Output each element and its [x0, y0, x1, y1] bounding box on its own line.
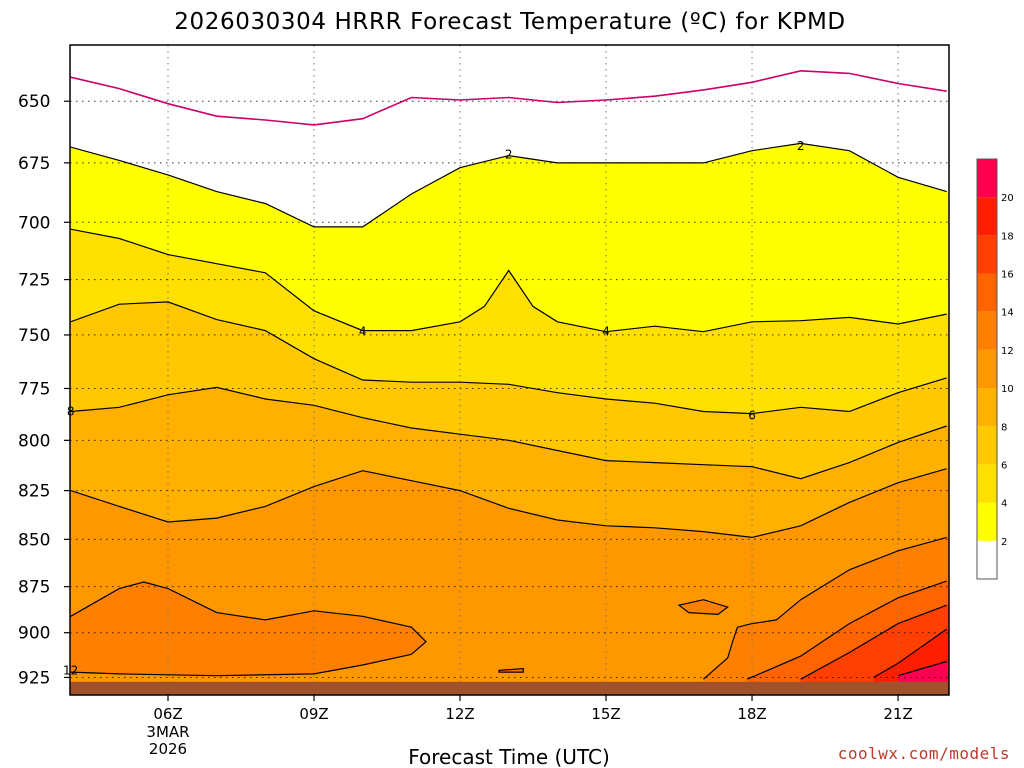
colorbar-swatch-0: [977, 540, 997, 579]
y-tick-label-650: 650: [18, 92, 50, 112]
colorbar-swatch-8: [977, 235, 997, 274]
contour-label-4-0: 4: [359, 325, 367, 339]
surface-band: [70, 681, 949, 695]
colorbar: 2 4 6 8 10 12 14 16 18 20: [976, 158, 1014, 580]
x-tick-label-12Z: 12Z: [445, 705, 474, 723]
y-tick-label-700: 700: [18, 213, 50, 233]
y-tick-label-750: 750: [18, 326, 50, 346]
x-tick-sublabel-3MAR: 3MAR: [146, 723, 189, 741]
fill-band-12-west: [70, 582, 426, 676]
y-tick-label-800: 800: [18, 431, 50, 451]
site-credit: coolwx.com/models: [838, 744, 1010, 763]
fill-cell-12-0: [679, 599, 728, 615]
contour-label-4-1: 4: [602, 325, 610, 339]
colorbar-swatch-6: [977, 311, 997, 350]
contour-line-12-7: [677, 599, 730, 616]
surface-ground: [70, 681, 949, 695]
colorbar-label-20: 20: [1001, 193, 1014, 204]
colorbar-label-2: 2: [1001, 537, 1007, 548]
colorbar-label-8: 8: [1001, 422, 1007, 433]
colorbar-label-6: 6: [1001, 460, 1007, 471]
colorbar-swatch-1: [977, 502, 997, 541]
y-tick-label-925: 925: [18, 668, 50, 688]
contour-line-6-3: [70, 301, 947, 415]
colorbar-label-10: 10: [1001, 384, 1014, 395]
colorbar-swatch-3: [977, 426, 997, 465]
x-tick-label-15Z: 15Z: [591, 705, 620, 723]
contour-line-12-8: [498, 667, 524, 673]
colorbar-frame: [976, 158, 998, 580]
colorbar-swatch-9: [977, 197, 997, 236]
contour-line-18-12: [873, 628, 948, 678]
x-tick-label-09Z: 09Z: [299, 705, 328, 723]
colorbar-swatch-7: [977, 273, 997, 312]
contour-line-4-2: [70, 228, 947, 333]
colorbar-swatch-2: [977, 464, 997, 503]
colorbar-label-14: 14: [1001, 308, 1014, 319]
contour-label-2-0: 2: [505, 147, 513, 161]
y-tick-label-850: 850: [18, 530, 50, 550]
colorbar-swatch-4: [977, 388, 997, 427]
plot-frame: [69, 44, 950, 696]
grid-lines: [70, 45, 949, 695]
colorbar-label-18: 18: [1001, 231, 1014, 242]
contour-line-0-0: [70, 69, 947, 126]
y-tick-label-675: 675: [18, 154, 50, 174]
colorbar-swatch-5: [977, 349, 997, 389]
contour-fills: [70, 45, 949, 695]
x-tick-label-18Z: 18Z: [737, 705, 766, 723]
contour-line-2-1: [70, 142, 947, 228]
y-tick-label-875: 875: [18, 578, 50, 598]
contour-line-20-13: [897, 660, 947, 677]
x-axis-label: Forecast Time (UTC): [408, 745, 610, 768]
y-tick-label-725: 725: [18, 271, 50, 291]
y-tick-label-825: 825: [18, 482, 50, 502]
contour-line-10-5: [70, 468, 947, 539]
x-tick-label-06Z: 06Z: [153, 705, 182, 723]
chart-title: 2026030304 HRRR Forecast Temperature (ºC…: [174, 9, 845, 35]
x-tick-label-21Z: 21Z: [883, 705, 912, 723]
colorbar-label-4: 4: [1001, 499, 1007, 510]
contour-label-2-1: 2: [797, 139, 805, 153]
x-tick-sublabel-2026: 2026: [149, 740, 187, 758]
colorbar-label-12: 12: [1001, 346, 1014, 357]
contour-line-12-9: [703, 536, 947, 680]
y-tick-label-775: 775: [18, 379, 50, 399]
contour-label-6-0: 6: [748, 409, 756, 423]
contour-line-16-11: [800, 604, 947, 680]
contour-line-8-4: [70, 386, 947, 480]
colorbar-swatch-10: [977, 159, 997, 198]
contour-line-12-6: [70, 581, 427, 677]
y-axis: 650 675 700 725 750 775 800 825 850 875 900 925: [18, 92, 70, 688]
y-tick-label-900: 900: [18, 624, 50, 644]
contour-lines: [70, 69, 948, 680]
colorbar-label-16: 16: [1001, 270, 1014, 281]
contour-line-14-10: [746, 580, 947, 680]
